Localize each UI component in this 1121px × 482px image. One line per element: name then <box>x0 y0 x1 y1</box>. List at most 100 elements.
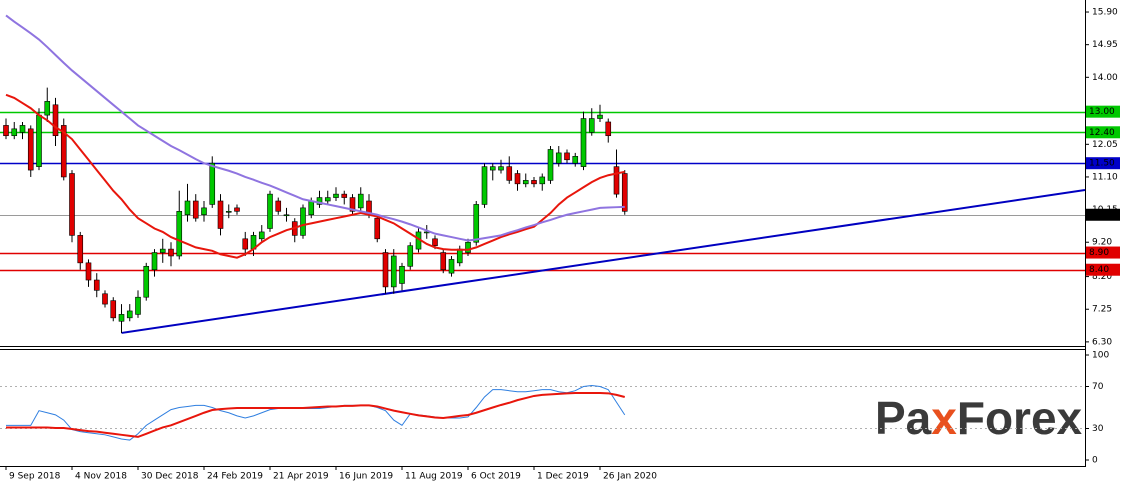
x-tick-label: 11 Aug 2019 <box>405 472 463 482</box>
level-tag <box>1086 157 1120 170</box>
x-tick-label: 16 Jun 2019 <box>339 472 393 482</box>
watermark: PaxForex <box>875 392 1083 444</box>
candle-body <box>572 156 579 164</box>
watermark-part: x <box>931 392 957 444</box>
y-tick-label: 14.00 <box>1092 73 1118 83</box>
candle-body <box>432 238 438 246</box>
candle-body <box>192 200 199 219</box>
candle-body <box>176 211 183 257</box>
candle-body <box>597 114 603 119</box>
candle-body <box>234 207 240 212</box>
candle-body <box>300 207 306 236</box>
moving-average <box>5 93 625 259</box>
oscillator-line <box>6 392 625 438</box>
candle-body <box>465 241 471 253</box>
level-tag-label: 11.50 <box>1089 159 1115 169</box>
y-tick-label: 9.20 <box>1092 238 1112 248</box>
x-tick-label: 24 Feb 2019 <box>207 472 263 482</box>
candle-body <box>69 173 75 236</box>
x-tick-label: 6 Oct 2019 <box>471 472 521 482</box>
y-tick-label: 11.10 <box>1092 172 1118 182</box>
candle-body <box>456 248 463 264</box>
candle-body <box>316 197 323 205</box>
candle-body <box>580 118 587 167</box>
y-tick-label: 70 <box>1092 382 1104 392</box>
x-tick-label: 4 Nov 2018 <box>75 472 127 482</box>
candle-body <box>201 207 207 216</box>
candle-body <box>514 173 521 185</box>
x-tick-label: 9 Sep 2018 <box>9 472 61 482</box>
x-tick-label: 1 Dec 2019 <box>537 472 589 482</box>
candle-body <box>217 200 224 229</box>
candle-body <box>27 128 34 171</box>
candle-body <box>126 310 133 319</box>
y-tick-label: 15.90 <box>1092 8 1118 18</box>
candle-body <box>522 180 529 185</box>
candle-body <box>19 125 26 133</box>
candle-body <box>159 248 166 253</box>
candle-body <box>44 101 51 116</box>
candle-body <box>407 245 414 267</box>
candle-body <box>531 180 537 185</box>
level-tag <box>1086 208 1120 221</box>
candle-body <box>308 200 315 216</box>
candle-body <box>77 235 84 264</box>
y-tick-label: 14.95 <box>1092 40 1118 50</box>
level-tag-label: 8.40 <box>1089 265 1109 275</box>
candle-body <box>588 118 595 133</box>
candle-body <box>151 252 158 271</box>
candle-body <box>110 300 117 319</box>
y-tick-label: 30 <box>1092 424 1104 434</box>
y-tick-label: 12.05 <box>1092 140 1118 150</box>
candle-body <box>135 296 141 315</box>
candle-body <box>168 248 174 257</box>
candle-body <box>209 162 216 205</box>
candle-body <box>258 231 265 240</box>
candle-body <box>225 211 232 213</box>
candle-body <box>93 279 100 291</box>
x-tick-label: 21 Apr 2019 <box>273 472 329 482</box>
watermark-part: Forex <box>957 392 1083 444</box>
candle-body <box>382 252 389 288</box>
trendline <box>121 189 1086 334</box>
candle-body <box>357 193 364 209</box>
candle-body <box>118 314 125 322</box>
candle-body <box>440 252 447 271</box>
level-tag-label: 10.00 <box>1089 210 1115 220</box>
level-tag <box>1086 263 1120 276</box>
candle-body <box>324 197 331 202</box>
candle-body <box>448 259 455 274</box>
candle-body <box>143 265 150 298</box>
x-tick-label: 26 Jan 2020 <box>603 472 657 482</box>
candle-body <box>605 121 612 137</box>
watermark-part: Pa <box>875 392 932 444</box>
level-tag <box>1086 105 1120 118</box>
candle-body <box>85 262 92 281</box>
y-tick-label: 6.30 <box>1092 337 1112 347</box>
candle-body <box>481 166 488 205</box>
candle-body <box>564 152 570 161</box>
y-tick-label: 7.25 <box>1092 305 1112 315</box>
candle-body <box>341 193 348 198</box>
candle-body <box>349 197 356 212</box>
candle-body <box>489 166 496 171</box>
candle-body <box>555 152 562 164</box>
y-tick-label: 8.20 <box>1092 272 1112 282</box>
candle-body <box>60 125 67 178</box>
y-tick-label: 100 <box>1092 350 1109 360</box>
level-tag-label: 8.90 <box>1089 248 1109 258</box>
candle-body <box>547 149 554 181</box>
moving-average <box>5 14 625 242</box>
candle-body <box>102 293 108 305</box>
candle-body <box>275 200 282 212</box>
candle-body <box>267 193 273 229</box>
candle-body <box>473 204 480 243</box>
candle-body <box>184 200 191 216</box>
x-tick-label: 30 Dec 2018 <box>141 472 199 482</box>
candle-body <box>374 217 381 240</box>
level-tag <box>1086 126 1120 139</box>
candle-body <box>242 238 249 250</box>
candle-body <box>283 214 290 217</box>
